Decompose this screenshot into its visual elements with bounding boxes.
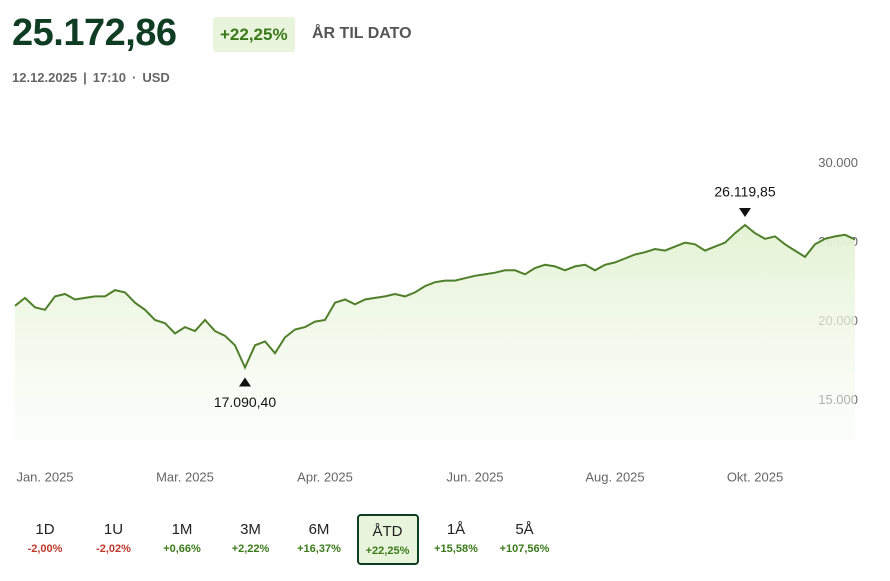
dot: ·: [131, 70, 137, 85]
range-button[interactable]: 6M +16,37%: [288, 514, 350, 565]
currency: USD: [142, 70, 170, 85]
range-change: +16,37%: [297, 543, 341, 555]
range-button[interactable]: 3M +2,22%: [220, 514, 282, 565]
x-tick-label: Apr. 2025: [297, 469, 353, 484]
range-label: 1D: [35, 521, 55, 538]
marker: [739, 208, 751, 218]
range-change: +0,66%: [163, 543, 201, 555]
range-change: +107,56%: [499, 543, 550, 555]
range-button[interactable]: 1D -2,00%: [14, 514, 76, 565]
range-label: 3M: [240, 521, 261, 538]
range-label: 1Å: [446, 521, 466, 538]
value-label: 17.090,40: [214, 394, 276, 410]
range-change: +2,22%: [231, 543, 270, 555]
change-badge: +22,25%: [213, 17, 295, 52]
range-label: 6M: [308, 521, 330, 538]
range-label: ÅTD: [372, 523, 403, 540]
line: [14, 223, 856, 370]
date: 12.12.2025: [12, 70, 78, 85]
x-tick-label: Jun. 2025: [446, 469, 503, 484]
y-tick-label: 30.000: [818, 155, 858, 170]
marker: [239, 377, 251, 387]
time: 17:10: [92, 70, 126, 85]
range-button[interactable]: 1U -2,02%: [83, 514, 145, 565]
x-tick-label: Jan. 2025: [16, 469, 73, 484]
subline: 12.12.2025 | 17:10 · USD: [12, 70, 176, 85]
price: 25.172,86: [12, 12, 177, 54]
range-button[interactable]: ÅTD +22,25%: [356, 514, 419, 565]
area: [15, 225, 855, 440]
range-change: +15,58%: [434, 543, 478, 555]
range-label: 5Å: [515, 521, 534, 538]
value-label: 26.119,85: [714, 184, 775, 200]
range-label: 1M: [171, 521, 193, 538]
range-button[interactable]: 1M +0,66%: [151, 514, 213, 565]
range-label: 1U: [103, 521, 124, 538]
range-button[interactable]: 5Å +107,56%: [494, 514, 556, 565]
x-tick-label: Mar. 2025: [156, 469, 214, 484]
period-label: ÅR TIL DATO: [312, 25, 412, 42]
range-change: -2,02%: [96, 543, 131, 555]
x-tick-label: Aug. 2025: [585, 469, 644, 484]
range-button[interactable]: 1Å +15,58%: [425, 514, 487, 565]
range-change: -2,00%: [27, 543, 63, 555]
separator: |: [83, 70, 87, 85]
x-tick-label: Okt. 2025: [727, 469, 783, 484]
range-change: +22,25%: [365, 545, 410, 557]
